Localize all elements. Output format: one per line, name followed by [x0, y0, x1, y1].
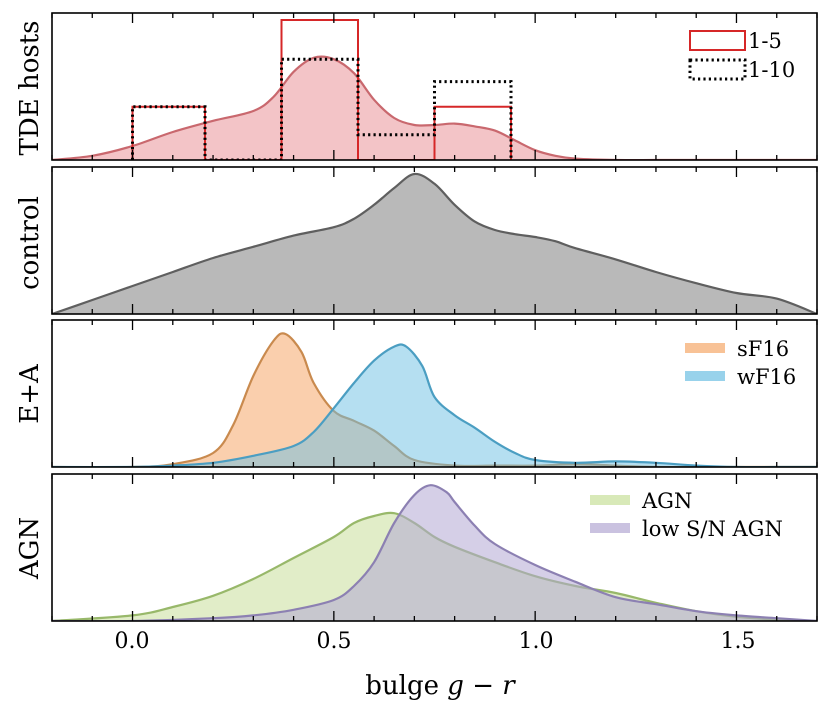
panel-content [52, 19, 817, 160]
legend-swatch-low-s-n-agn [590, 523, 630, 533]
panel4-ylabel: AGN [15, 517, 45, 580]
legend-swatch-1-5 [689, 30, 746, 51]
panel1-ylabel: TDE hosts [15, 21, 45, 156]
x-tick-label-3: 1.5 [721, 629, 756, 654]
panel-4: AGN low S/N AGN [51, 473, 818, 622]
panel-frame [51, 12, 818, 161]
panel-content [52, 484, 817, 621]
panel-frame [51, 319, 818, 468]
legend-panel-1: 1-5 1-10 [688, 29, 795, 82]
panel-content [52, 332, 817, 467]
legend-swatch-1-10 [688, 58, 747, 81]
panel-1: 1-5 1-10 [51, 12, 818, 161]
panel-3: sF16 wF16 [51, 319, 818, 468]
legend-panel-4: AGN low S/N AGN [590, 489, 783, 541]
panel-2 [51, 166, 818, 315]
x-axis-label: bulge g − r [365, 671, 516, 701]
x-tick-label-2: 1.0 [519, 629, 554, 654]
panel3-ylabel: E+A [15, 363, 45, 424]
legend-label-sf16: sF16 [737, 337, 789, 361]
legend-swatch-wf16 [685, 371, 725, 381]
legend-label-1-10: 1-10 [748, 58, 795, 82]
kde-fill-wf16 [52, 344, 817, 467]
kde-fill-control [52, 173, 817, 314]
kde-fill-low-s-n-agn [52, 485, 817, 621]
x-tick-label-1: 0.5 [317, 629, 352, 654]
legend-label-low-s-n-agn: low S/N AGN [642, 517, 783, 541]
kde-fill-sf16 [52, 333, 817, 467]
legend-panel-3: sF16 wF16 [685, 337, 796, 389]
kde-line-control [52, 172, 817, 314]
kde-fill-tde-hosts-kde [52, 56, 817, 160]
hist-1-10 [131, 57, 513, 160]
panel-content [52, 172, 817, 314]
kde-line-tde-hosts-kde [52, 55, 817, 160]
panel-frame [51, 473, 818, 622]
legend-swatch-agn [590, 495, 630, 505]
legend-label-1-5: 1-5 [748, 29, 782, 53]
x-tick-label-0: 0.0 [115, 629, 150, 654]
panel2-ylabel: control [15, 196, 45, 290]
legend-swatch-sf16 [685, 343, 725, 353]
legend-label-agn: AGN [641, 489, 692, 513]
kde-line-wf16 [52, 343, 817, 467]
panel-frame [51, 166, 818, 315]
kde-line-low-s-n-agn [52, 484, 817, 621]
legend-label-wf16: wF16 [737, 365, 796, 389]
